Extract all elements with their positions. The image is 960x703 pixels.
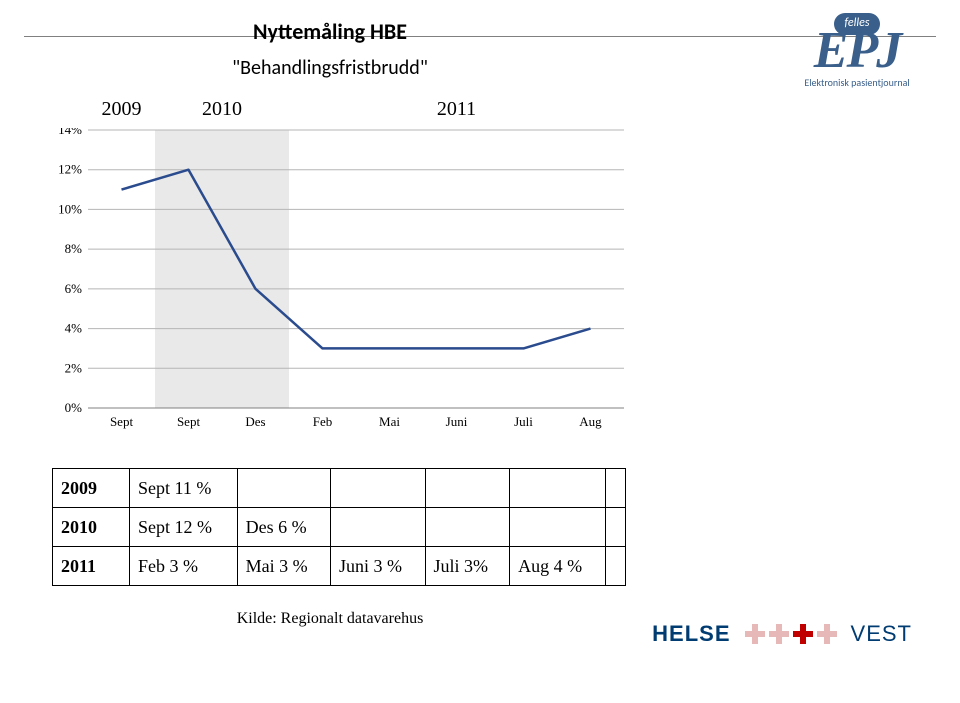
table-cell (605, 508, 625, 547)
source-text: Kilde: Regionalt datavarehus (0, 610, 660, 628)
chart-svg: 0% 2% 4% 6% 8% 10% 12% 14% Sept Sept Des Feb Mai Juni… (52, 128, 626, 432)
svg-text:Sept: Sept (177, 414, 201, 429)
hv-crosses-icon (745, 624, 837, 644)
year-band-label: 2011 (289, 98, 624, 121)
logo-epj: EPJ (782, 31, 932, 70)
table-cell: Juli 3% (425, 547, 510, 586)
svg-text:6%: 6% (65, 281, 83, 296)
svg-text:Aug: Aug (579, 414, 602, 429)
svg-text:0%: 0% (65, 400, 83, 415)
svg-text:10%: 10% (58, 201, 82, 216)
helse-vest-logo: HELSE VEST (652, 621, 912, 647)
svg-text:12%: 12% (58, 162, 82, 177)
table-cell (330, 469, 425, 508)
table-cell (237, 469, 330, 508)
table-cell: Sept 12 % (130, 508, 238, 547)
table-cell: Aug 4 % (510, 547, 606, 586)
table-cell (330, 508, 425, 547)
table-cell (510, 508, 606, 547)
table-cell: Juni 3 % (330, 547, 425, 586)
table-row: 2009Sept 11 % (53, 469, 626, 508)
logo-tagline: Elektronisk pasientjournal (782, 76, 932, 89)
year-band-label: 2010 (155, 98, 289, 121)
table-cell (425, 508, 510, 547)
page-subtitle: "Behandlingsfristbrudd" (0, 56, 660, 80)
table-cell: Feb 3 % (130, 547, 238, 586)
data-table: 2009Sept 11 %2010Sept 12 %Des 6 %2011Feb… (52, 468, 626, 586)
line-chart: 0% 2% 4% 6% 8% 10% 12% 14% Sept Sept Des Feb Mai Juni… (52, 128, 626, 432)
table-cell: Sept 11 % (130, 469, 238, 508)
table-row: 2011Feb 3 %Mai 3 %Juni 3 %Juli 3%Aug 4 % (53, 547, 626, 586)
svg-text:Sept: Sept (110, 414, 134, 429)
year-band-labels: 200920102011 (88, 98, 624, 121)
svg-text:4%: 4% (65, 321, 83, 336)
svg-text:Juni: Juni (446, 414, 468, 429)
table-cell: Mai 3 % (237, 547, 330, 586)
svg-text:2%: 2% (65, 360, 83, 375)
page-title: Nyttemåling HBE (0, 18, 660, 45)
svg-text:Mai: Mai (379, 414, 400, 429)
table-cell (510, 469, 606, 508)
table-year-cell: 2010 (53, 508, 130, 547)
svg-text:Feb: Feb (313, 414, 333, 429)
table-year-cell: 2011 (53, 547, 130, 586)
table-year-cell: 2009 (53, 469, 130, 508)
svg-text:Des: Des (245, 414, 265, 429)
hv-text-vest: VEST (851, 621, 912, 647)
table-cell (605, 547, 625, 586)
table-cell (425, 469, 510, 508)
table-cell: Des 6 % (237, 508, 330, 547)
year-band-label: 2009 (88, 98, 155, 121)
svg-text:14%: 14% (58, 128, 82, 137)
table-row: 2010Sept 12 %Des 6 % (53, 508, 626, 547)
svg-text:Juli: Juli (514, 414, 533, 429)
svg-text:8%: 8% (65, 241, 83, 256)
epj-logo: felles EPJ Elektronisk pasientjournal (782, 12, 932, 89)
hv-text-helse: HELSE (652, 621, 730, 647)
table-cell (605, 469, 625, 508)
